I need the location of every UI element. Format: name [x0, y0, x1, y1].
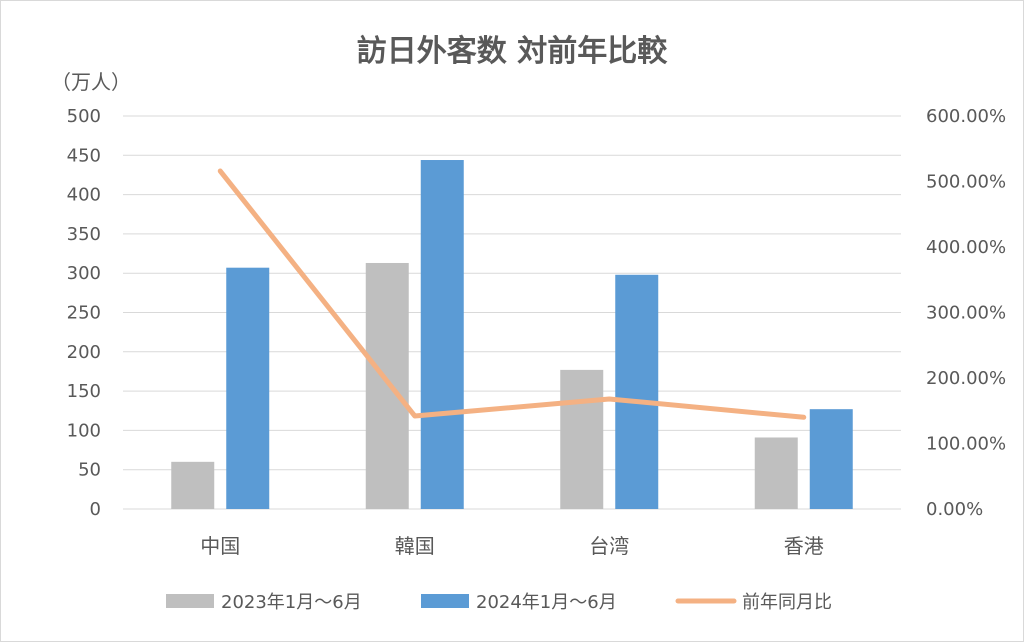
y-tick-label: 0 — [90, 499, 101, 520]
x-axis: 中国 韓国 台湾 香港 — [200, 534, 824, 558]
bar-1-2 — [365, 262, 409, 509]
y-tick-label: 450 — [67, 145, 101, 166]
bar-1-3 — [560, 369, 604, 509]
legend-swatch — [421, 594, 469, 608]
legend-swatch — [166, 594, 214, 608]
y2-tick-label: 300.00% — [926, 303, 1006, 324]
x-tick-label: 台湾 — [589, 534, 629, 558]
bar-2-1 — [226, 267, 270, 509]
y-tick-label: 400 — [67, 185, 101, 206]
y-tick-label: 300 — [67, 263, 101, 284]
y-tick-label: 350 — [67, 224, 101, 245]
y2-tick-label: 600.00% — [926, 106, 1006, 127]
y-tick-label: 200 — [67, 342, 101, 363]
y2-tick-label: 0.00% — [926, 499, 983, 520]
y2-tick-label: 200.00% — [926, 368, 1006, 389]
bar-1-4 — [754, 437, 798, 509]
bar-series — [171, 160, 853, 510]
x-tick-label: 韓国 — [395, 534, 435, 558]
x-tick-label: 中国 — [200, 534, 240, 558]
x-tick-label: 香港 — [784, 534, 824, 558]
y-tick-label: 100 — [67, 420, 101, 441]
y-tick-label: 50 — [78, 460, 101, 481]
legend-label: 2024年1月～6月 — [476, 592, 617, 613]
legend-label: 前年同月比 — [742, 592, 832, 613]
y-tick-label: 150 — [67, 381, 101, 402]
y-tick-label: 500 — [67, 106, 101, 127]
bar-2-4 — [809, 409, 853, 509]
y2-tick-label: 400.00% — [926, 237, 1006, 258]
legend: 2023年1月～6月 2024年1月～6月 前年同月比 — [166, 592, 832, 613]
bar-2-2 — [420, 160, 464, 510]
y-tick-label: 250 — [67, 303, 101, 324]
bar-2-3 — [615, 274, 659, 509]
y-axis-left: 0 50 100 150 200 250 300 350 400 450 500 — [67, 106, 101, 520]
y2-tick-label: 500.00% — [926, 172, 1006, 193]
line-ratio — [217, 168, 807, 420]
y-axis-right: 0.00% 100.00% 200.00% 300.00% 400.00% 500.00%… — [926, 106, 1006, 520]
legend-label: 2023年1月～6月 — [221, 592, 362, 613]
line-series — [217, 168, 807, 420]
y2-tick-label: 100.00% — [926, 434, 1006, 455]
bar-1-1 — [171, 461, 215, 509]
y-axis-unit-label: （万人） — [51, 70, 131, 94]
chart-title: 訪日外客数 対前年比較 — [357, 34, 668, 69]
